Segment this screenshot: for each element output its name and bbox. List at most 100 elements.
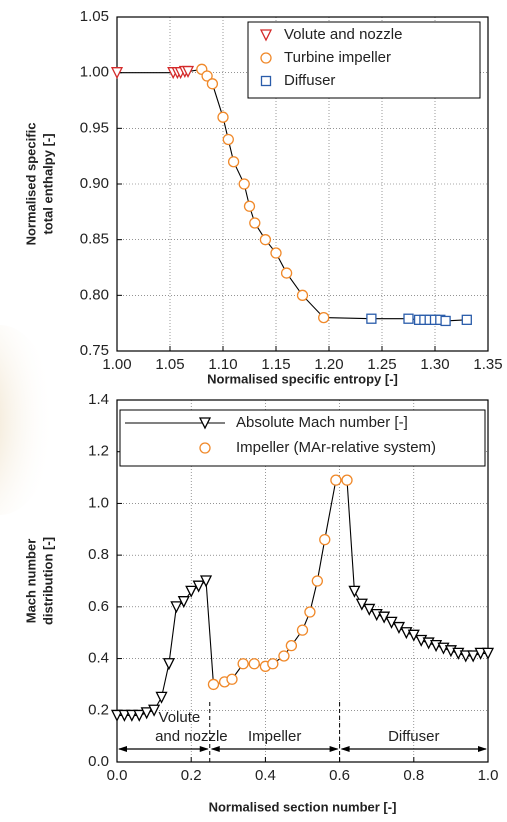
- marker-triangle: [148, 704, 161, 717]
- y-tick-label: 0.6: [88, 598, 109, 615]
- x-tick-label: 1.30: [420, 356, 449, 373]
- marker-triangle: [110, 709, 124, 722]
- y-axis-label: total enthalpy [-]: [40, 133, 55, 234]
- y-tick-label: 1.05: [80, 8, 109, 25]
- marker-triangle: [155, 691, 168, 704]
- trace-line: [117, 68, 467, 322]
- marker-circle: [260, 52, 272, 64]
- marker-circle: [217, 111, 229, 123]
- x-tick-label: 0.8: [403, 767, 424, 784]
- legend: Absolute Mach number [-] Impeller (MAr-re…: [119, 409, 486, 467]
- marker-triangle: [125, 709, 138, 722]
- y-tick-label: 0.90: [80, 175, 109, 192]
- marker-circle: [304, 606, 316, 618]
- region-label: Volute: [159, 709, 201, 726]
- marker-square: [461, 314, 472, 325]
- x-axis-label: Normalised section number [-]: [209, 799, 397, 814]
- marker-circle: [248, 658, 260, 670]
- marker-square: [440, 315, 451, 327]
- marker-circle: [296, 624, 309, 636]
- x-tick-label: 0.0: [107, 767, 128, 784]
- marker-triangle: [348, 585, 361, 598]
- x-tick-label: 1.00: [102, 356, 131, 373]
- y-axis-label: Normalised specific: [23, 123, 38, 246]
- marker-circle: [280, 267, 293, 279]
- marker-circle: [285, 639, 298, 652]
- x-tick-label: 1.0: [478, 767, 499, 784]
- marker-circle: [319, 533, 331, 546]
- plot-frame: [116, 399, 489, 763]
- legend-label: Absolute Mach number [-]: [236, 414, 408, 431]
- region-label: Impeller: [248, 728, 301, 745]
- marker-circle: [243, 200, 256, 212]
- marker-triangle: [259, 29, 273, 42]
- marker-triangle: [198, 417, 212, 430]
- y-tick-label: 1.00: [80, 64, 109, 81]
- legend-box: [247, 21, 481, 99]
- marker-circle: [278, 650, 290, 662]
- legend-label: Volute and nozzle: [284, 26, 402, 43]
- legend: Volute and nozzle Turbine impeller Diffuse…: [247, 21, 481, 99]
- legend-label: Turbine impeller: [284, 49, 391, 66]
- marker-circle: [259, 234, 272, 246]
- x-tick-label: 1.25: [367, 356, 396, 373]
- x-tick-label: 1.05: [155, 356, 184, 373]
- x-tick-label: 1.20: [314, 356, 343, 373]
- marker-triangle: [467, 650, 480, 663]
- marker-square: [260, 75, 272, 87]
- marker-circle: [226, 673, 238, 685]
- marker-triangle: [110, 67, 124, 80]
- background-photo: [0, 325, 55, 515]
- x-tick-label: 1.35: [473, 356, 502, 373]
- marker-circle: [206, 78, 219, 90]
- marker-circle: [318, 311, 330, 324]
- marker-square: [366, 313, 377, 324]
- marker-circle: [330, 474, 342, 486]
- marker-triangle: [474, 647, 487, 660]
- y-tick-label: 0.75: [80, 342, 109, 359]
- y-tick-label: 0.2: [88, 701, 109, 718]
- marker-triangle: [170, 601, 183, 614]
- x-tick-label: 1.10: [208, 356, 237, 373]
- legend-box: [119, 409, 486, 467]
- legend-label: Impeller (MAr-relative system): [236, 439, 436, 456]
- y-tick-label: 1.4: [88, 391, 109, 408]
- marker-triangle: [192, 580, 205, 593]
- marker-circle: [222, 133, 234, 146]
- marker-circle: [207, 678, 220, 691]
- region-label: and nozzle: [155, 728, 228, 745]
- marker-triangle: [199, 575, 213, 588]
- marker-circle: [201, 70, 213, 82]
- marker-triangle: [162, 658, 175, 671]
- y-axis-label: Mach number: [23, 539, 38, 624]
- marker-circle: [270, 247, 282, 259]
- x-tick-label: 0.6: [329, 767, 350, 784]
- y-tick-label: 0.4: [88, 650, 109, 667]
- marker-circle: [199, 442, 211, 454]
- plot-frame: [116, 16, 489, 352]
- marker-triangle: [140, 707, 153, 720]
- y-tick-label: 0.85: [80, 231, 109, 248]
- marker-triangle: [481, 647, 495, 660]
- marker-circle: [341, 474, 353, 486]
- marker-triangle: [181, 65, 195, 79]
- y-axis-label: distribution [-]: [40, 537, 55, 625]
- y-tick-label: 0.0: [88, 753, 109, 770]
- y-tick-label: 1.2: [88, 443, 109, 460]
- x-tick-label: 1.15: [261, 356, 290, 373]
- marker-circle: [296, 289, 309, 301]
- marker-triangle: [133, 709, 146, 722]
- y-tick-label: 0.8: [88, 546, 109, 563]
- x-tick-label: 0.4: [255, 767, 276, 784]
- marker-circle: [311, 575, 323, 587]
- marker-circle: [227, 156, 240, 168]
- x-axis-label: Normalised specific entropy [-]: [207, 371, 398, 386]
- marker-circle: [237, 658, 249, 670]
- region-label: Diffuser: [388, 728, 439, 745]
- trace-line: [117, 479, 488, 717]
- marker-triangle: [118, 709, 131, 722]
- y-tick-label: 0.95: [80, 119, 109, 136]
- y-tick-label: 1.0: [88, 494, 109, 511]
